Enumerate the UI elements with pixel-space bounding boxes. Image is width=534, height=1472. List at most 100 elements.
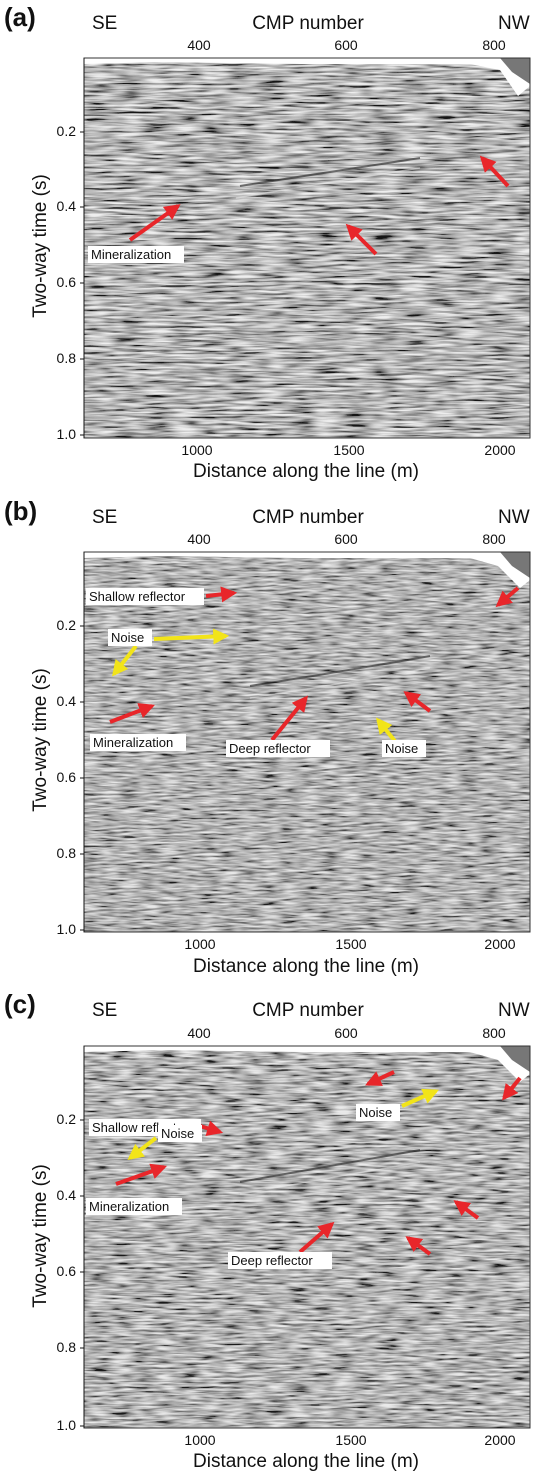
label-box xyxy=(158,1125,202,1142)
panel-c: (c) SE CMP number NW 400 600 800 Two-way… xyxy=(4,989,531,1472)
x-tick: 2000 xyxy=(484,1432,515,1448)
x-tick: 1500 xyxy=(335,1432,366,1448)
x-tick: 1000 xyxy=(181,442,212,458)
y-tick: 0.4 xyxy=(57,693,77,709)
label-box xyxy=(226,740,330,757)
yellow-arrow xyxy=(153,628,230,645)
x-axis-title: Distance along the line (m) xyxy=(193,1451,419,1472)
x-tick: 1000 xyxy=(184,936,215,952)
red-arrow xyxy=(479,155,510,188)
yellow-arrow xyxy=(112,644,138,677)
x-axis-title: Distance along the line (m) xyxy=(193,956,419,977)
label-box xyxy=(382,740,426,757)
panel-b: (b) SE CMP number NW 400 600 800 Two-way… xyxy=(4,496,531,977)
y-tick: 0.6 xyxy=(57,274,77,290)
annotation-noise: Noise xyxy=(385,741,418,756)
x-axis-title: Distance along the line (m) xyxy=(193,461,419,482)
se-label: SE xyxy=(92,13,117,34)
top-tick: 600 xyxy=(334,531,358,547)
top-tick: 600 xyxy=(334,1025,358,1041)
seismic-section xyxy=(83,57,531,439)
label-box xyxy=(356,1104,400,1121)
y-tick: 0.4 xyxy=(57,198,77,214)
annotation-mineralization: Mineralization xyxy=(93,735,173,750)
x-axis: 1000 1500 2000 Distance along the line (… xyxy=(184,1432,515,1472)
annotations: Shallow reflector Noise Noise Mineraliza… xyxy=(86,1070,522,1269)
nw-label: NW xyxy=(498,13,530,34)
seismic-section xyxy=(83,1045,531,1429)
x-tick: 2000 xyxy=(484,442,515,458)
red-arrow xyxy=(298,1221,335,1254)
red-arrow xyxy=(495,586,520,608)
x-tick: 2000 xyxy=(484,936,515,952)
y-tick: 0.8 xyxy=(57,1339,77,1355)
y-tick: 0.6 xyxy=(57,1263,77,1279)
annotations: Mineralization xyxy=(88,155,510,263)
red-arrow xyxy=(109,703,155,724)
y-tick: 0.4 xyxy=(57,1187,77,1203)
panel-label: (b) xyxy=(4,496,37,526)
annotation-noise: Noise xyxy=(359,1105,392,1120)
yellow-arrow xyxy=(127,1136,158,1160)
top-tick: 400 xyxy=(187,37,211,53)
top-tick: 800 xyxy=(482,37,506,53)
red-arrow xyxy=(345,223,378,256)
top-tick: 600 xyxy=(334,37,358,53)
red-arrow xyxy=(502,1076,522,1101)
x-axis: 1000 1500 2000 Distance along the line (… xyxy=(184,936,515,977)
red-arrow xyxy=(453,1200,480,1220)
x-axis: 1000 1500 2000 Distance along the line (… xyxy=(181,442,515,482)
annotation-noise: Noise xyxy=(111,630,144,645)
y-tick: 1.0 xyxy=(57,921,77,937)
label-box xyxy=(88,246,184,263)
panel-a: (a) SE CMP number NW 400 600 800 Two-way… xyxy=(4,2,531,482)
label-box xyxy=(86,1198,182,1215)
y-axis: Two-way time (s) 0.2 0.4 0.6 0.8 1.0 xyxy=(30,58,85,442)
y-axis: Two-way time (s) 0.2 0.4 0.6 0.8 1.0 xyxy=(30,552,85,937)
se-label: SE xyxy=(92,1000,117,1021)
red-arrow xyxy=(365,1070,395,1086)
red-arrow xyxy=(405,1236,432,1256)
top-axis-title: CMP number xyxy=(252,1000,364,1021)
y-tick: 0.2 xyxy=(57,123,77,139)
top-tick: 800 xyxy=(482,531,506,547)
y-tick: 0.2 xyxy=(57,617,77,633)
y-axis-title: Two-way time (s) xyxy=(30,668,51,812)
label-box xyxy=(90,734,186,751)
top-tick: 400 xyxy=(187,1025,211,1041)
red-arrow xyxy=(403,691,432,713)
top-axis-title: CMP number xyxy=(252,13,364,34)
top-tick: 800 xyxy=(482,1025,506,1041)
annotation-deep-reflector: Deep reflector xyxy=(229,741,311,756)
annotation-shallow-reflector: Shallow reflector xyxy=(89,589,186,604)
y-tick: 0.8 xyxy=(57,845,77,861)
y-axis: Two-way time (s) 0.2 0.4 0.6 0.8 1.0 xyxy=(30,1046,85,1433)
yellow-arrow xyxy=(401,1088,439,1108)
panel-label: (c) xyxy=(4,989,36,1019)
red-arrow xyxy=(270,695,309,742)
y-tick: 0.2 xyxy=(57,1111,77,1127)
panel-label: (a) xyxy=(4,2,36,32)
label-box xyxy=(108,629,152,646)
red-arrow xyxy=(128,204,181,242)
red-arrow xyxy=(205,586,238,603)
y-tick: 0.8 xyxy=(57,350,77,366)
annotation-noise: Noise xyxy=(161,1126,194,1141)
label-box xyxy=(228,1252,332,1269)
x-tick: 1000 xyxy=(184,1432,215,1448)
x-tick: 1500 xyxy=(333,442,364,458)
nw-label: NW xyxy=(498,507,530,528)
y-axis-title: Two-way time (s) xyxy=(30,1164,51,1308)
top-axis-title: CMP number xyxy=(252,507,364,528)
red-arrow xyxy=(199,1120,224,1136)
y-tick: 0.6 xyxy=(57,769,77,785)
annotation-mineralization: Mineralization xyxy=(91,247,171,262)
y-axis-title: Two-way time (s) xyxy=(30,174,51,318)
y-tick: 1.0 xyxy=(57,1417,77,1433)
nw-label: NW xyxy=(498,1000,530,1021)
x-tick: 1500 xyxy=(335,936,366,952)
annotation-mineralization: Mineralization xyxy=(89,1199,169,1214)
se-label: SE xyxy=(92,507,117,528)
red-arrow xyxy=(115,1163,168,1186)
y-tick: 1.0 xyxy=(57,426,77,442)
